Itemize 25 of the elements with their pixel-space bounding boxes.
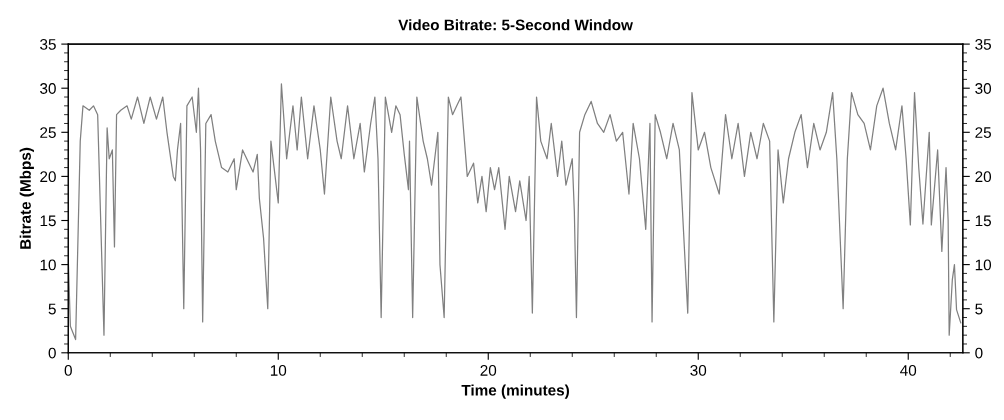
- y-tick-label: 20: [40, 171, 56, 183]
- y-tick-label: 5: [48, 303, 56, 315]
- y2-tick-label: 35: [975, 38, 991, 50]
- y-tick-label: 0: [48, 347, 56, 359]
- x-tick-label: 40: [900, 365, 917, 376]
- x-tick-label: 20: [480, 365, 497, 376]
- y2-tick-label: 10: [975, 259, 992, 271]
- chart-title: Video Bitrate: 5-Second Window: [398, 19, 633, 31]
- y2-tick-label: 20: [975, 171, 992, 183]
- y2-tick-label: 5: [975, 303, 983, 315]
- y2-tick-label: 25: [975, 127, 991, 138]
- x-axis-title: Time (minutes): [461, 384, 569, 399]
- line-series: [68, 83, 962, 341]
- x-tick-label: 0: [64, 365, 72, 376]
- y2-tick-label: 0: [975, 347, 983, 359]
- y-tick-label: 10: [40, 259, 56, 271]
- y2-tick-label: 30: [975, 83, 992, 94]
- x-tick-label: 30: [690, 365, 707, 376]
- y2-tick-label: 15: [975, 215, 991, 227]
- y-tick-label: 35: [40, 38, 56, 50]
- y-tick-label: 30: [40, 83, 56, 94]
- y-tick-label: 25: [40, 127, 56, 138]
- y-axis-title: Bitrate (Mbps): [19, 147, 34, 249]
- x-tick-label: 10: [270, 365, 287, 376]
- y-tick-label: 15: [40, 215, 56, 227]
